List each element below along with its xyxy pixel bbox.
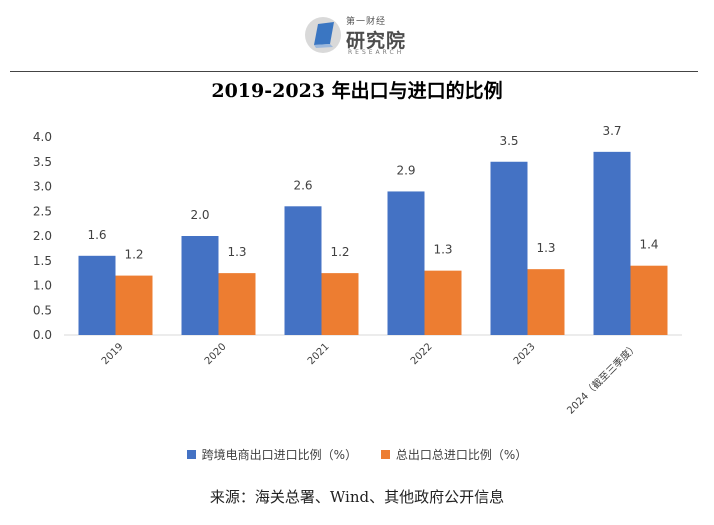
data-label: 1.2 — [124, 248, 143, 262]
x-tick-label: 2021 — [306, 341, 332, 367]
y-tick-label: 0.0 — [33, 328, 52, 342]
data-label: 1.3 — [433, 243, 452, 257]
y-tick-label: 0.5 — [33, 303, 52, 317]
legend-swatch-orange — [380, 450, 390, 459]
x-tick-label: 2022 — [409, 341, 435, 367]
chart-legend: 跨境电商出口进口比例（%） 总出口总进口比例（%） — [0, 446, 714, 463]
x-tick-label: 2024（截至三季度） — [564, 340, 641, 417]
bar-total — [424, 270, 462, 335]
legend-label-cross-border: 跨境电商出口进口比例（%） — [201, 448, 358, 462]
bar-cross-border — [78, 255, 116, 335]
y-tick-label: 3.0 — [33, 180, 52, 194]
data-label: 1.4 — [639, 238, 658, 252]
data-label: 2.6 — [293, 178, 312, 192]
bar-total — [527, 269, 565, 335]
header-divider — [10, 71, 698, 72]
x-tick-label: 2020 — [203, 341, 229, 367]
bar-total — [630, 265, 668, 335]
data-label: 3.7 — [602, 124, 621, 138]
data-label: 1.3 — [227, 245, 246, 259]
data-label: 2.0 — [190, 208, 209, 222]
y-tick-label: 2.5 — [33, 204, 52, 218]
legend-label-total: 总出口总进口比例（%） — [395, 448, 528, 462]
bar-cross-border — [181, 236, 219, 335]
bar-total — [115, 275, 153, 335]
y-tick-label: 1.5 — [33, 254, 52, 268]
data-label: 1.3 — [536, 241, 555, 255]
bar-total — [218, 273, 256, 335]
y-tick-label: 3.5 — [33, 155, 52, 169]
research-logo — [305, 17, 341, 53]
x-tick-label: 2023 — [512, 341, 538, 367]
legend-item-cross-border: 跨境电商出口进口比例（%） — [186, 446, 358, 463]
data-label: 1.2 — [330, 245, 349, 259]
legend-swatch-blue — [186, 450, 196, 459]
y-tick-label: 4.0 — [33, 130, 52, 144]
y-tick-label: 2.0 — [33, 229, 52, 243]
logo-small-text: 第一财经 — [346, 17, 387, 27]
data-label: 1.6 — [87, 228, 106, 242]
bar-cross-border — [593, 151, 631, 335]
y-tick-label: 1.0 — [33, 279, 52, 293]
logo-sub-text: RESEARCH — [348, 49, 405, 56]
logo-book-icon — [314, 22, 334, 45]
bar-total — [321, 273, 359, 335]
logo-text: 研究院 — [346, 30, 407, 52]
chart-title: 2019-2023 年出口与进口的比例 — [211, 80, 503, 102]
legend-item-total: 总出口总进口比例（%） — [380, 446, 528, 463]
bar-cross-border — [284, 206, 322, 335]
bar-cross-border — [387, 191, 425, 335]
x-tick-label: 2019 — [100, 341, 126, 367]
data-label: 3.5 — [499, 134, 518, 148]
source-note: 来源：海关总署、Wind、其他政府公开信息 — [209, 488, 505, 506]
data-label: 2.9 — [396, 163, 415, 177]
bar-cross-border — [490, 161, 528, 335]
bar-chart: 0.0 0.5 1.0 1.5 2.0 2.5 3.0 3.5 4.0 1.6 1.2 2.0 1.3… — [33, 124, 682, 417]
